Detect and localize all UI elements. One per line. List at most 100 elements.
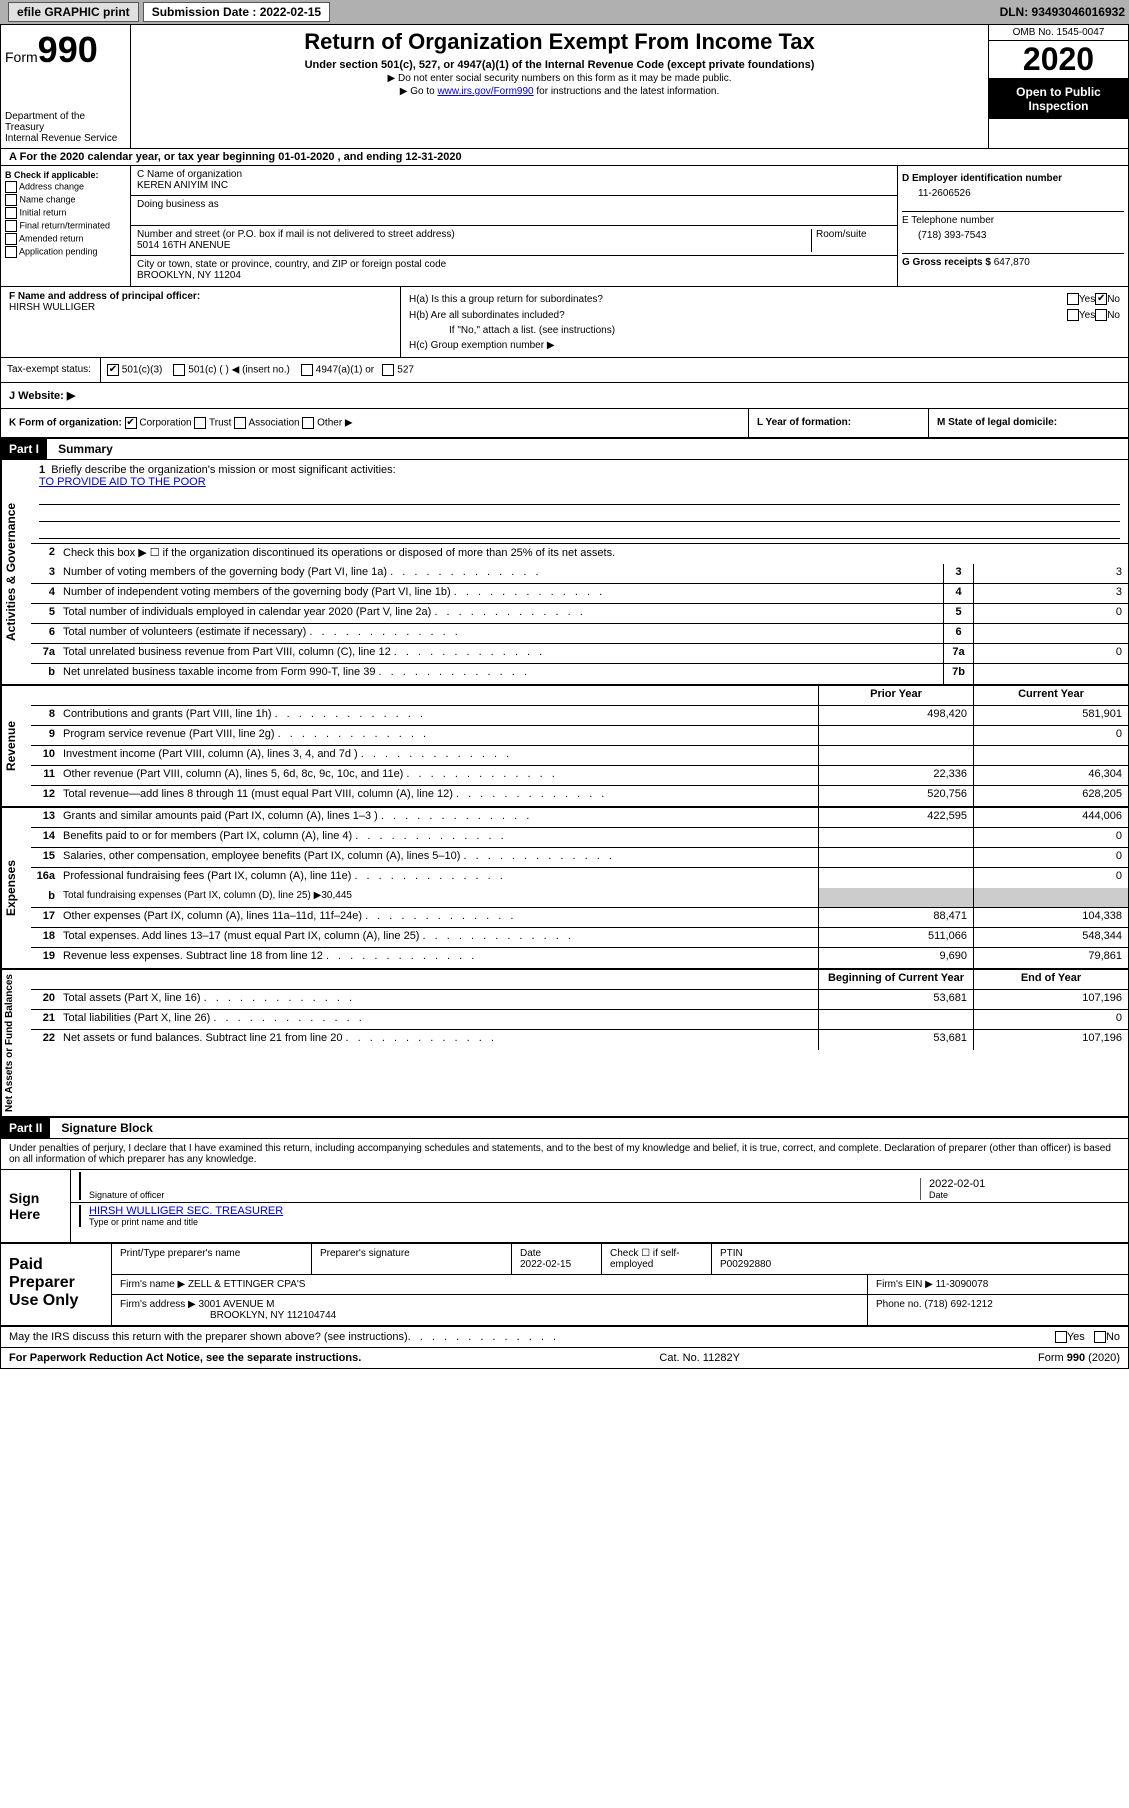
summary-line: 21Total liabilities (Part X, line 26) 0 (31, 1010, 1128, 1030)
summary-line: 10Investment income (Part VIII, column (… (31, 746, 1128, 766)
phone-label: E Telephone number (902, 215, 1124, 226)
form-label: Form (5, 49, 38, 65)
firm-ein: 11-3090078 (936, 1279, 989, 1290)
box-b: B Check if applicable: Address change Na… (1, 166, 131, 286)
firm-name-label: Firm's name ▶ (120, 1279, 185, 1290)
summary-line: 12Total revenue—add lines 8 through 11 (… (31, 786, 1128, 806)
gross-value: 647,870 (994, 257, 1030, 268)
m-label: M State of legal domicile: (937, 417, 1057, 428)
efile-button[interactable]: efile GRAPHIC print (8, 2, 139, 22)
line-2: Check this box ▶ ☐ if the organization d… (59, 544, 1128, 564)
part2-header: Part II (1, 1118, 50, 1138)
k-trust[interactable] (194, 417, 206, 429)
summary-line: 17Other expenses (Part IX, column (A), l… (31, 908, 1128, 928)
form-number: 990 (38, 29, 98, 70)
box-c: C Name of organizationKEREN ANIYIM INC D… (131, 166, 898, 286)
header-right-block: OMB No. 1545-0047 2020 Open to Public In… (988, 25, 1128, 148)
box-b-option[interactable]: Name change (5, 194, 126, 206)
line-16b: Total fundraising expenses (Part IX, col… (59, 888, 818, 907)
ptin-value: P00292880 (720, 1259, 1120, 1270)
signer-name-label: Type or print name and title (89, 1217, 1120, 1227)
header-title-block: Return of Organization Exempt From Incom… (131, 25, 988, 148)
hb-no[interactable] (1095, 309, 1107, 321)
self-employed-check[interactable]: Check ☐ if self-employed (602, 1244, 712, 1274)
ptin-label: PTIN (720, 1248, 1120, 1259)
ha-no[interactable] (1095, 293, 1107, 305)
begin-year-header: Beginning of Current Year (818, 970, 973, 989)
summary-line: 20Total assets (Part X, line 16) 53,6811… (31, 990, 1128, 1010)
website-row: J Website: ▶ (1, 383, 1128, 409)
firm-addr2: BROOKLYN, NY 112104744 (120, 1310, 336, 1321)
summary-line: 14Benefits paid to or for members (Part … (31, 828, 1128, 848)
end-year-header: End of Year (973, 970, 1128, 989)
prep-date: 2022-02-15 (520, 1259, 593, 1270)
527-check[interactable] (382, 364, 394, 376)
summary-line: 7aTotal unrelated business revenue from … (31, 644, 1128, 664)
firm-phone-label: Phone no. (876, 1299, 922, 1310)
prior-year-header: Prior Year (818, 686, 973, 705)
501c-check[interactable] (173, 364, 185, 376)
dln-label: DLN: 93493046016932 (1000, 5, 1125, 19)
ein-value: 11-2606526 (902, 184, 1124, 203)
summary-line: 13Grants and similar amounts paid (Part … (31, 808, 1128, 828)
k-assoc[interactable] (234, 417, 246, 429)
summary-line: 18Total expenses. Add lines 13–17 (must … (31, 928, 1128, 948)
goto-pre: ▶ Go to (400, 86, 438, 97)
hc-label: H(c) Group exemption number ▶ (409, 340, 555, 351)
box-b-option[interactable]: Initial return (5, 207, 126, 219)
preparer-title: Paid Preparer Use Only (1, 1244, 111, 1325)
form-ref: Form 990 (2020) (1038, 1352, 1120, 1364)
summary-line: 4Number of independent voting members of… (31, 584, 1128, 604)
org-name: KEREN ANIYIM INC (137, 180, 891, 191)
form-page: Form990 Department of the Treasury Inter… (0, 24, 1129, 1369)
form-id-block: Form990 Department of the Treasury Inter… (1, 25, 131, 148)
summary-line: bNet unrelated business taxable income f… (31, 664, 1128, 684)
firm-ein-label: Firm's EIN ▶ (876, 1279, 933, 1290)
4947-check[interactable] (301, 364, 313, 376)
public-inspection: Open to Public Inspection (989, 79, 1128, 119)
k-other[interactable] (302, 417, 314, 429)
part1-title: Summary (50, 439, 121, 459)
firm-addr-label: Firm's address ▶ (120, 1299, 196, 1310)
box-b-option[interactable]: Application pending (5, 246, 126, 258)
box-b-option[interactable]: Amended return (5, 233, 126, 245)
ha-yes[interactable] (1067, 293, 1079, 305)
box-b-label: B Check if applicable: (5, 170, 126, 180)
firm-addr1: 3001 AVENUE M (199, 1299, 275, 1310)
net-section-label: Net Assets or Fund Balances (1, 970, 31, 1116)
hb-yes[interactable] (1067, 309, 1079, 321)
goto-post: for instructions and the latest informat… (534, 86, 720, 97)
prep-sig-label: Preparer's signature (312, 1244, 512, 1274)
rev-section-label: Revenue (1, 686, 31, 806)
submission-date: Submission Date : 2022-02-15 (143, 2, 330, 22)
tax-status-opts: 501(c)(3) 501(c) ( ) ◀ (insert no.) 4947… (101, 358, 1128, 382)
paperwork-notice: For Paperwork Reduction Act Notice, see … (9, 1352, 361, 1364)
k-corp[interactable] (125, 417, 137, 429)
tax-status-label: Tax-exempt status: (1, 358, 101, 382)
hb-label: H(b) Are all subordinates included? (409, 310, 1067, 321)
tax-year: 2020 (989, 41, 1128, 79)
ha-label: H(a) Is this a group return for subordin… (409, 294, 1067, 305)
discuss-no[interactable] (1094, 1331, 1106, 1343)
sign-here-label: Sign Here (1, 1170, 71, 1242)
box-b-option[interactable]: Address change (5, 181, 126, 193)
omb-number: OMB No. 1545-0047 (989, 25, 1128, 41)
part1-header: Part I (1, 439, 47, 459)
part2-title: Signature Block (53, 1118, 160, 1138)
gov-section-label: Activities & Governance (1, 460, 31, 684)
irs-link[interactable]: www.irs.gov/Form990 (437, 86, 533, 97)
k-form-org: K Form of organization: Corporation Trus… (1, 409, 748, 437)
line-1: 1 Briefly describe the organization's mi… (31, 460, 1128, 544)
box-h: H(a) Is this a group return for subordin… (401, 287, 1128, 357)
prep-name-label: Print/Type preparer's name (112, 1244, 312, 1274)
dept-label: Department of the Treasury (5, 111, 126, 133)
ssn-note: ▶ Do not enter social security numbers o… (135, 73, 984, 84)
discuss-yes[interactable] (1055, 1331, 1067, 1343)
phone-value: (718) 393-7543 (902, 226, 1124, 245)
box-b-option[interactable]: Final return/terminated (5, 220, 126, 232)
prep-date-label: Date (520, 1248, 593, 1259)
sig-date-label: Date (929, 1190, 1112, 1200)
box-d-e-g: D Employer identification number11-26065… (898, 166, 1128, 286)
501c3-check[interactable] (107, 364, 119, 376)
summary-line: 16aProfessional fundraising fees (Part I… (31, 868, 1128, 888)
